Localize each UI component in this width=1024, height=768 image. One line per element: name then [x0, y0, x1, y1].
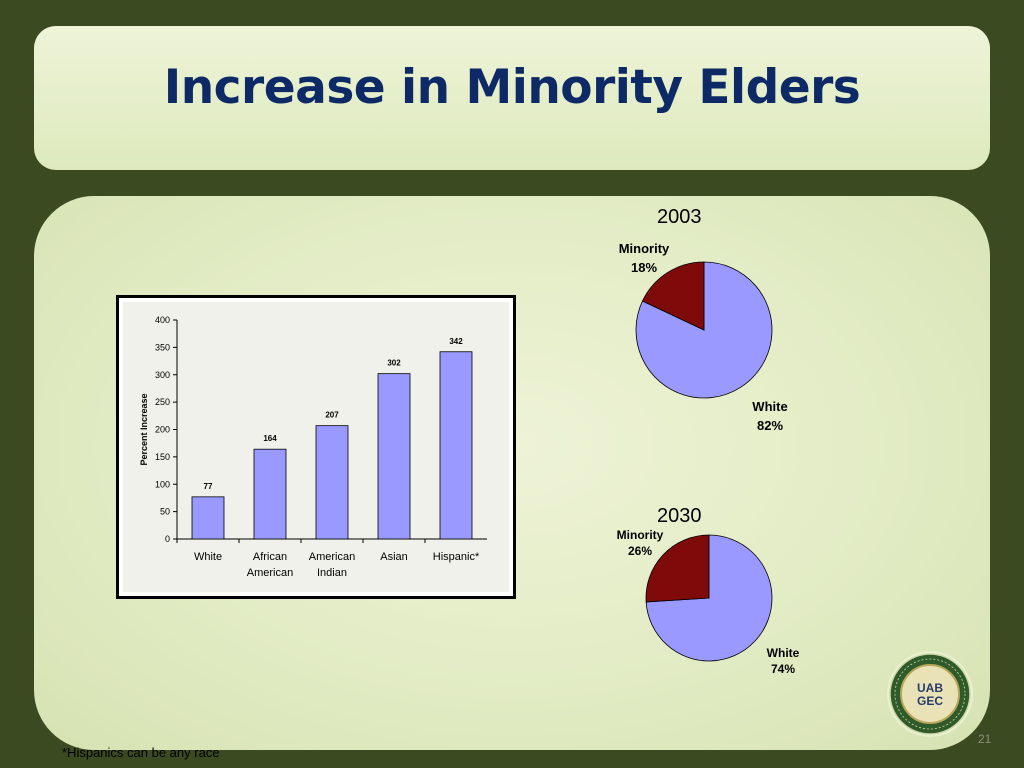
y-tick-label: 400 — [155, 315, 170, 325]
pie-chart-2003 — [635, 261, 773, 399]
svg-text:GEC: GEC — [917, 694, 943, 708]
y-tick-label: 100 — [155, 479, 170, 489]
pie-2003-minority-label: Minority 18% — [606, 239, 682, 277]
pie-2003-year: 2003 — [657, 206, 702, 228]
pie-2030-minority-pct: 26% — [627, 544, 653, 558]
bar-data-label: 342 — [449, 337, 463, 346]
pie-2003-minority-pct: 18% — [630, 260, 658, 275]
x-tick-label: Hispanic* — [433, 551, 480, 563]
y-tick-label: 300 — [155, 370, 170, 380]
pie-2030-minority-name: Minority — [616, 528, 664, 542]
slide-title: Increase in Minority Elders — [163, 60, 861, 115]
bar-chart-area: 0 50 100 150 200 250 300 350 400 Percent Increase… — [123, 302, 509, 592]
y-axis-label: Percent Increase — [139, 393, 149, 465]
bar-data-label: 77 — [204, 482, 213, 491]
y-tick-label: 250 — [155, 397, 170, 407]
pie-2003-white-name: White — [752, 399, 788, 414]
pie-2030-white-pct: 74% — [770, 662, 796, 676]
x-tick-label: American — [309, 551, 355, 563]
pie-2030-year: 2030 — [657, 505, 702, 527]
pie-2003-minority-name: Minority — [618, 241, 670, 256]
bar — [253, 448, 287, 540]
slide-number: 21 — [978, 732, 992, 746]
footnote: *Hispanics can be any race — [62, 745, 220, 760]
bar — [439, 351, 473, 540]
x-tick-label: American — [247, 567, 293, 579]
y-tick-label: 50 — [160, 507, 170, 517]
bar-data-label: 207 — [325, 411, 339, 420]
pie-2003-white-label: White 82% — [740, 397, 800, 435]
x-tick-label: Indian — [317, 567, 347, 579]
bar-chart: 0 50 100 150 200 250 300 350 400 Percent Increase… — [139, 315, 487, 579]
bar-chart-frame: 0 50 100 150 200 250 300 350 400 Percent Increase… — [116, 295, 516, 599]
bar-data-label: 164 — [263, 434, 277, 443]
uab-gec-seal-logo: UAB GEC — [887, 651, 973, 737]
pie-slice-minority — [645, 534, 710, 603]
pie-slice-minority — [641, 261, 705, 331]
pie-2003-white-pct: 82% — [756, 418, 784, 433]
pie-2030-white-name: White — [766, 646, 800, 660]
y-tick-label: 200 — [155, 425, 170, 435]
bar — [315, 425, 349, 540]
bar — [191, 496, 225, 540]
bar-data-label: 302 — [387, 359, 401, 368]
x-tick-label: Asian — [380, 551, 408, 563]
y-tick-label: 0 — [165, 534, 170, 544]
x-tick-label: White — [194, 551, 222, 563]
x-tick-label: African — [253, 551, 287, 563]
bar — [377, 373, 411, 540]
svg-text:UAB: UAB — [917, 681, 943, 695]
pie-2030-minority-label: Minority 26% — [606, 527, 674, 559]
y-tick-label: 350 — [155, 342, 170, 352]
pie-chart-2030 — [645, 534, 773, 662]
y-tick-label: 150 — [155, 452, 170, 462]
title-panel — [34, 26, 990, 170]
pie-2030-white-label: White 74% — [756, 645, 810, 677]
